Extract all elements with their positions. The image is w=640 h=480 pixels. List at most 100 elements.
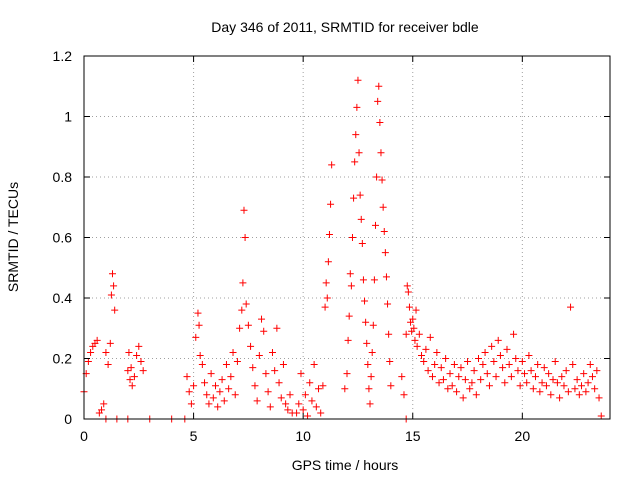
data-point: [196, 351, 204, 359]
data-point: [209, 394, 217, 402]
data-point: [593, 367, 601, 375]
data-point: [225, 385, 233, 393]
data-point: [597, 412, 605, 420]
data-point: [527, 367, 535, 375]
data-point: [380, 227, 388, 235]
data-point: [308, 397, 316, 405]
data-point: [137, 358, 145, 366]
data-point: [591, 385, 599, 393]
data-point: [310, 361, 318, 369]
data-point: [403, 282, 411, 290]
data-point: [551, 358, 559, 366]
data-point: [424, 367, 432, 375]
data-point: [312, 403, 320, 411]
data-point: [588, 373, 596, 381]
data-point: [371, 221, 379, 229]
data-point: [240, 206, 248, 214]
data-point: [347, 282, 355, 290]
data-point: [194, 309, 202, 317]
data-point: [268, 348, 276, 356]
data-point: [475, 355, 482, 362]
data-point: [507, 373, 515, 381]
chart-title: Day 346 of 2011, SRMTID for receiver bdl…: [211, 19, 479, 35]
data-point: [540, 364, 548, 372]
data-point: [192, 333, 200, 341]
data-point: [558, 373, 566, 381]
data-point: [444, 385, 452, 393]
data-point: [297, 370, 305, 378]
data-point: [405, 303, 413, 311]
data-point: [386, 358, 394, 366]
data-point: [344, 336, 352, 344]
data-point: [304, 412, 312, 420]
data-point: [277, 394, 285, 402]
data-point: [130, 373, 138, 381]
data-point: [260, 327, 268, 335]
data-point: [505, 361, 513, 369]
data-point: [580, 370, 588, 378]
data-point: [404, 288, 412, 296]
data-point: [271, 367, 279, 375]
data-point: [227, 373, 235, 381]
data-point: [238, 306, 246, 314]
data-point: [229, 348, 237, 356]
data-point: [409, 315, 417, 323]
data-point: [545, 370, 553, 378]
data-point: [455, 373, 463, 381]
data-point: [428, 373, 436, 381]
data-point: [87, 348, 95, 356]
data-point: [110, 282, 118, 290]
data-point: [352, 131, 360, 139]
data-point: [282, 400, 290, 408]
data-point: [422, 345, 430, 353]
data-point: [249, 364, 257, 372]
data-point: [363, 339, 371, 347]
data-point: [418, 351, 426, 359]
data-point: [127, 364, 135, 372]
data-point: [571, 385, 579, 393]
data-point: [362, 318, 370, 326]
data-point: [258, 315, 266, 323]
data-point: [369, 321, 377, 329]
data-point: [242, 300, 250, 308]
data-point: [306, 379, 314, 387]
data-point: [567, 303, 575, 311]
data-point: [385, 330, 393, 338]
y-tick-label: 1: [64, 109, 72, 125]
data-point: [322, 279, 330, 287]
data-point: [195, 321, 203, 329]
data-point: [264, 388, 272, 396]
data-point: [207, 370, 215, 378]
data-point: [236, 324, 244, 332]
data-point: [420, 358, 428, 366]
data-point: [284, 406, 292, 414]
y-tick-label: 0.4: [53, 290, 73, 306]
y-tick-label: 1.2: [53, 48, 73, 64]
data-point: [412, 306, 420, 314]
data-point: [488, 342, 496, 350]
data-point: [514, 367, 522, 375]
y-tick-label: 0: [64, 411, 72, 427]
data-point: [183, 373, 191, 381]
data-point: [415, 330, 423, 338]
data-point: [496, 351, 504, 359]
data-point: [374, 97, 382, 105]
y-tick-label: 0.8: [53, 169, 73, 185]
data-point: [368, 348, 376, 356]
data-point: [244, 321, 252, 329]
plot-frame: [83, 55, 611, 420]
data-point: [450, 361, 458, 369]
data-point: [323, 294, 331, 302]
data-point: [357, 215, 365, 223]
data-point: [472, 391, 480, 399]
data-point: [483, 370, 491, 378]
x-axis-label: GPS time / hours: [292, 457, 399, 473]
data-point: [492, 373, 500, 381]
data-point: [536, 388, 544, 396]
x-tick-label: 20: [515, 428, 531, 444]
data-point: [185, 388, 193, 396]
data-point: [377, 149, 385, 157]
data-point: [324, 258, 332, 266]
data-point: [461, 376, 469, 384]
